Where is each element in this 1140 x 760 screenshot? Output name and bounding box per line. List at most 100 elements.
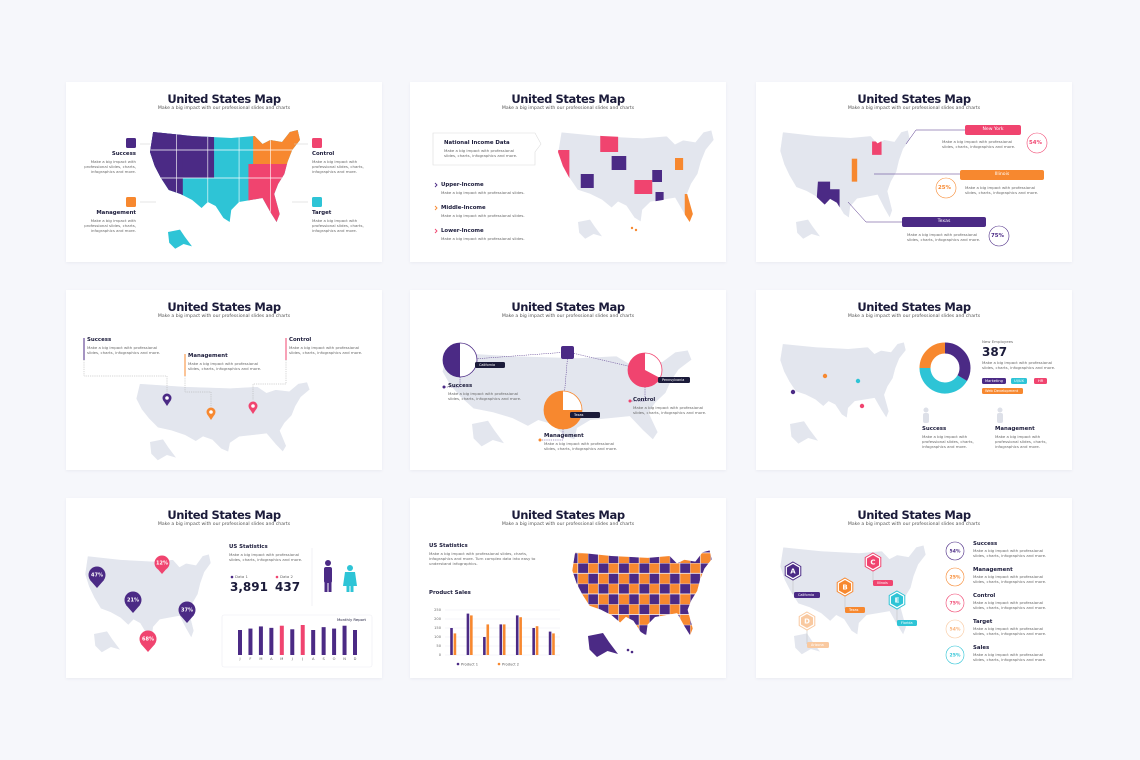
map <box>571 549 713 637</box>
value: 54% <box>1029 140 1042 146</box>
subtitle: Make a big impact with our professional … <box>157 314 291 319</box>
bar <box>483 637 486 655</box>
shape <box>851 158 858 182</box>
text: Make a big impact with professional slid… <box>973 652 1047 663</box>
slide: A B C D E 54% 25% 75% 54% 25% United Sta… <box>756 498 1072 678</box>
shape <box>84 553 212 639</box>
bar <box>279 625 284 655</box>
tag: Illinois <box>877 581 888 585</box>
shape <box>779 341 907 419</box>
text: Make a big impact with professional slid… <box>312 159 364 175</box>
shape <box>230 575 234 579</box>
slide: United States Map Make a big impact with… <box>66 290 382 470</box>
label: Success <box>111 151 136 157</box>
slide: 47% 12% 21% 37% 68% Monthly Report J F M A M J… <box>66 498 382 678</box>
slide: United States Map Make a big impact with… <box>410 82 726 262</box>
value: 25% <box>938 185 951 191</box>
bar <box>300 625 305 655</box>
shape <box>1034 378 1047 384</box>
shape <box>945 645 965 665</box>
hex-letter: B <box>842 584 847 592</box>
text: Make a big impact with professional slid… <box>965 185 1039 196</box>
pin-label: 12% <box>156 561 168 567</box>
shape <box>611 156 627 170</box>
hex-letter: A <box>790 568 796 576</box>
shape <box>578 219 602 239</box>
tag: California <box>798 593 815 597</box>
stat-value: 387 <box>982 345 1008 359</box>
shape <box>209 410 213 414</box>
shape <box>902 217 986 227</box>
title: United States Map <box>167 300 281 314</box>
y-tick-label: 150 <box>434 626 442 630</box>
hex-letter: C <box>870 559 875 567</box>
shape <box>324 567 332 583</box>
bar <box>486 624 490 655</box>
shape <box>923 407 929 413</box>
shape <box>800 614 814 628</box>
map <box>84 553 212 639</box>
value: 75% <box>991 233 1004 239</box>
y-tick-label: 50 <box>436 644 441 648</box>
x-tick-label: A <box>312 657 315 661</box>
shape <box>675 158 684 170</box>
x-tick-label: A <box>270 657 273 661</box>
bar <box>515 615 519 655</box>
shape <box>443 343 460 377</box>
shape <box>1011 378 1027 384</box>
shape <box>845 607 865 613</box>
shape <box>982 378 1006 384</box>
shape <box>221 614 373 668</box>
text: Make a big impact with professional slid… <box>84 218 136 234</box>
shape <box>919 342 971 394</box>
shape <box>83 360 287 406</box>
pin-label: 47% <box>91 573 103 579</box>
data-label: Data 1 <box>235 574 249 579</box>
shape <box>945 593 965 613</box>
x-tick-label: D <box>354 657 357 661</box>
bar <box>450 628 453 655</box>
shape <box>628 399 632 403</box>
map <box>557 129 715 223</box>
shape <box>997 407 1003 413</box>
bar <box>290 629 295 655</box>
shape <box>655 192 664 208</box>
bar <box>548 631 552 655</box>
shape <box>873 580 893 586</box>
shape <box>434 182 438 188</box>
label: Sales <box>973 645 990 651</box>
shape <box>790 421 818 444</box>
label: Success <box>922 426 947 432</box>
bar <box>258 626 263 655</box>
shape <box>253 130 300 164</box>
text: Make a big impact with professional slid… <box>942 139 1016 150</box>
x-tick-label: N <box>343 657 346 661</box>
legend-swatch <box>456 662 460 666</box>
title: United States Map <box>857 92 971 106</box>
pin-label: 21% <box>127 598 139 604</box>
bar <box>332 628 337 655</box>
shape <box>658 377 690 383</box>
x-tick-label: M <box>259 657 262 661</box>
shape <box>960 170 1044 180</box>
bar <box>470 615 473 655</box>
shape <box>126 197 136 207</box>
shape <box>325 560 331 566</box>
label: Management <box>544 433 584 439</box>
shape <box>444 351 646 441</box>
bar <box>519 617 522 655</box>
shape <box>248 164 300 222</box>
value: 25% <box>950 575 961 581</box>
chart-title: Product Sales <box>429 590 471 596</box>
slide: United States Map Make a big impact with… <box>756 82 1072 262</box>
shape <box>544 391 582 429</box>
value: 25% <box>950 653 961 659</box>
stat-label: New Employees <box>982 339 1014 344</box>
text: Make a big impact with professional slid… <box>973 574 1047 585</box>
shape <box>945 567 965 587</box>
shape <box>346 586 350 592</box>
shape <box>124 591 142 609</box>
bar <box>311 630 316 655</box>
text: Make a big impact with professional slid… <box>448 391 522 402</box>
